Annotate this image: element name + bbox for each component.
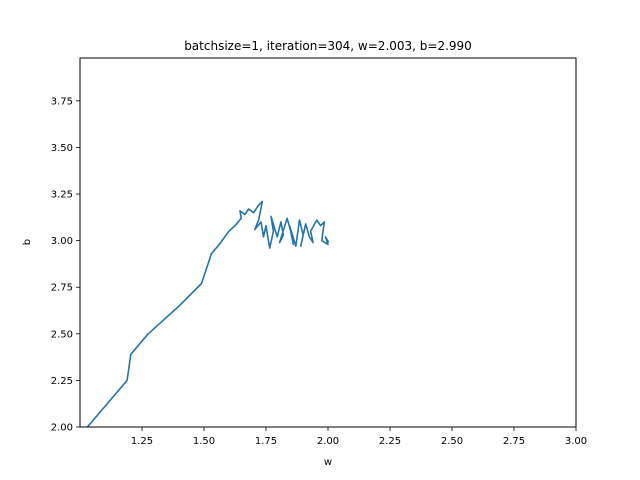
y-tick-label: 2.00: [51, 423, 73, 434]
y-tick-label: 3.50: [51, 143, 73, 154]
x-tick-label: 3.00: [565, 436, 587, 447]
x-axis: 1.25 1.50 1.75 2.00 2.25 2.50 2.75 3.00: [131, 427, 587, 447]
y-tick-label: 3.25: [51, 190, 73, 201]
chart-title: batchsize=1, iteration=304, w=2.003, b=2…: [184, 39, 472, 53]
x-tick-label: 2.25: [379, 436, 401, 447]
x-tick-label: 2.50: [441, 436, 463, 447]
y-tick-label: 3.00: [51, 236, 73, 247]
y-tick-label: 2.25: [51, 376, 73, 387]
x-tick-label: 1.25: [131, 436, 153, 447]
x-tick-label: 1.75: [255, 436, 277, 447]
x-tick-label: 1.50: [193, 436, 215, 447]
trajectory-line: [86, 200, 330, 427]
y-axis: 2.00 2.25 2.50 2.75 3.00 3.25 3.50 3.75: [51, 96, 80, 434]
y-axis-label: b: [22, 239, 33, 245]
y-tick-label: 2.75: [51, 283, 73, 294]
descent-trajectory: [86, 200, 330, 427]
x-tick-label: 2.75: [503, 436, 525, 447]
y-tick-label: 2.50: [51, 329, 73, 340]
y-tick-label: 3.75: [51, 96, 73, 107]
x-axis-label: w: [324, 457, 332, 468]
x-tick-label: 2.00: [317, 436, 339, 447]
